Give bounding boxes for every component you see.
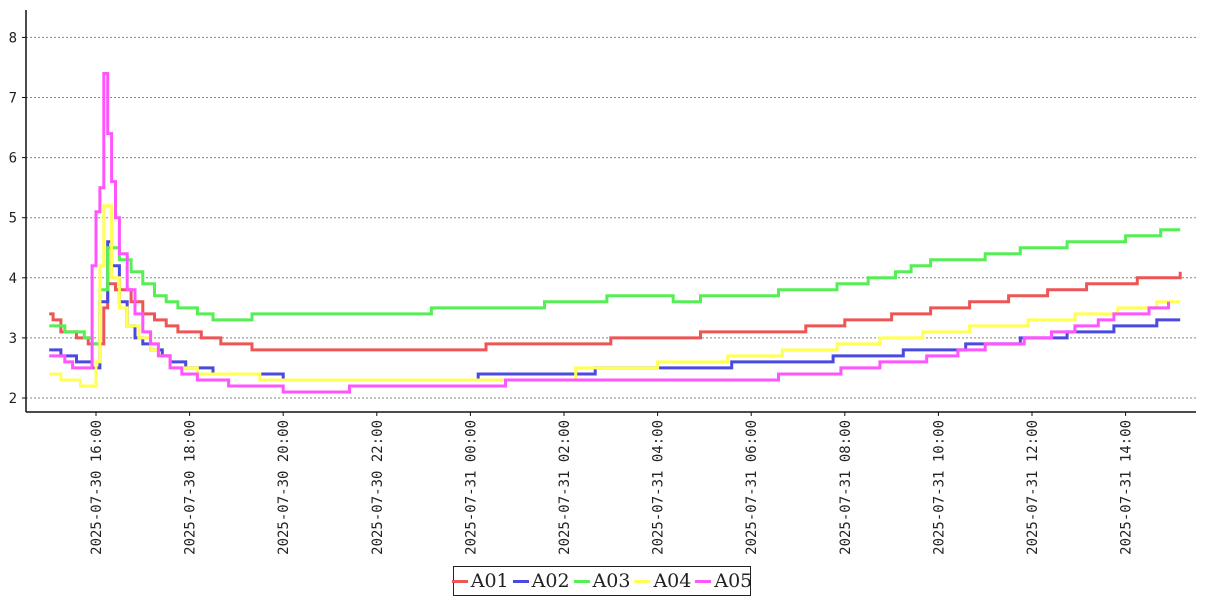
series-line-a04 — [49, 204, 1181, 388]
y-tick-label: 8 — [9, 30, 17, 46]
y-tick-label: 6 — [9, 151, 17, 167]
legend-item-a02: A02 — [512, 570, 570, 592]
y-tick-label: 4 — [9, 271, 17, 287]
y-tick-labels: 2 3 4 5 6 7 8 — [9, 30, 26, 407]
axes — [25, 10, 1196, 413]
legend-label: A03 — [592, 570, 631, 592]
series-line-a03 — [49, 228, 1181, 346]
legend-swatch — [634, 579, 651, 583]
x-tick-labels: 2025-07-30 16:00 2025-07-30 18:00 2025-07-… — [89, 412, 1135, 555]
x-tick-label: 2025-07-30 16:00 — [89, 420, 105, 555]
legend-label: A02 — [531, 570, 570, 592]
y-tick-label: 2 — [9, 391, 17, 407]
y-tick-label: 3 — [9, 331, 17, 347]
legend-item-a03: A03 — [573, 570, 631, 592]
legend: A01 A02 A03 A04 A05 — [451, 566, 752, 596]
x-tick-label: 2025-07-31 06:00 — [744, 420, 760, 555]
x-tick-label: 2025-07-31 00:00 — [463, 420, 479, 555]
x-tick-label: 2025-07-31 02:00 — [557, 420, 573, 555]
x-tick-label: 2025-07-31 10:00 — [931, 420, 947, 555]
x-tick-label: 2025-07-31 08:00 — [838, 420, 854, 555]
legend-label: A05 — [714, 570, 753, 592]
y-tick-label: 5 — [9, 211, 17, 227]
legend-swatch — [695, 579, 712, 583]
x-tick-label: 2025-07-31 12:00 — [1025, 420, 1041, 555]
legend-swatch — [451, 579, 468, 583]
x-tick-label: 2025-07-30 20:00 — [276, 420, 292, 555]
series-line-a05 — [49, 72, 1170, 394]
legend-label: A01 — [470, 570, 509, 592]
legend-swatch — [512, 579, 529, 583]
legend-item-a05: A05 — [695, 570, 752, 592]
series-line-a02 — [49, 240, 1181, 382]
x-tick-label: 2025-07-30 22:00 — [370, 420, 386, 555]
x-tick-label: 2025-07-31 04:00 — [651, 420, 667, 555]
legend-item-a01: A01 — [451, 570, 509, 592]
legend-label: A04 — [653, 570, 692, 592]
legend-item-a04: A04 — [634, 570, 691, 592]
x-tick-label: 2025-07-30 18:00 — [183, 420, 199, 555]
legend-swatch — [573, 579, 590, 583]
series-line-a01 — [49, 271, 1182, 352]
series-lines — [49, 72, 1182, 394]
x-tick-label: 2025-07-31 14:00 — [1119, 420, 1135, 555]
y-tick-label: 7 — [9, 91, 17, 107]
